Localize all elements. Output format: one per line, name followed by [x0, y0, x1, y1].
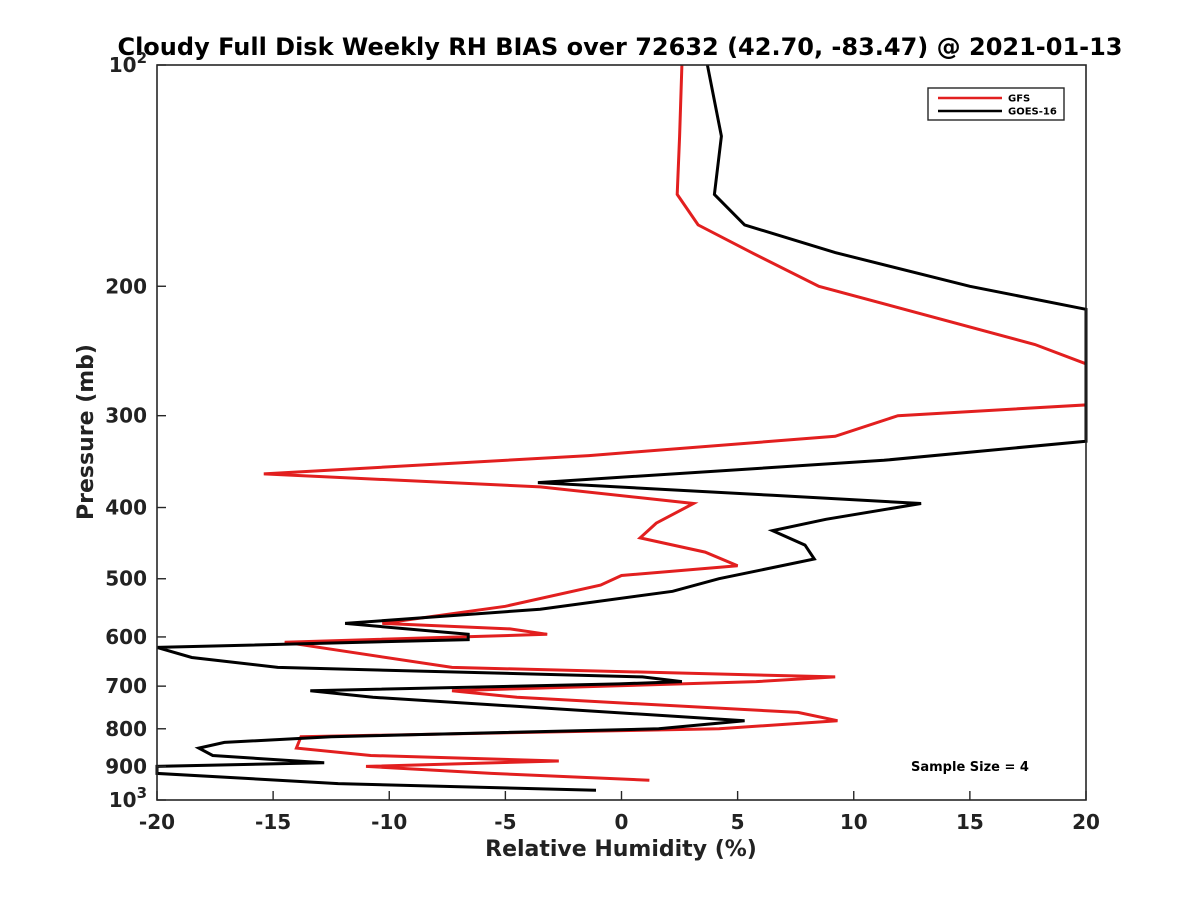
- x-tick-label: 15: [956, 810, 984, 834]
- y-tick-label: 900: [105, 754, 147, 778]
- y-tick-label: 300: [105, 404, 147, 428]
- y-axis-label: Pressure (mb): [74, 344, 99, 520]
- y-tick-label: 700: [105, 674, 147, 698]
- x-axis-ticks: -20 -15 -10 -5 0 5 10 15 20: [139, 791, 1100, 834]
- legend-label-goes16: GOES-16: [1008, 107, 1057, 118]
- x-axis-label: Relative Humidity (%): [485, 837, 757, 862]
- x-tick-label: -15: [255, 810, 291, 834]
- sample-size-annotation: Sample Size = 4: [911, 760, 1029, 775]
- x-tick-label: -20: [139, 810, 175, 834]
- x-tick-label: 10: [840, 810, 868, 834]
- x-tick-label: -5: [494, 810, 516, 834]
- y-tick-label: 600: [105, 625, 147, 649]
- chart-title: Cloudy Full Disk Weekly RH BIAS over 726…: [117, 33, 1122, 61]
- y-tick-label: 102: [109, 49, 147, 77]
- x-tick-label: 5: [731, 810, 745, 834]
- y-axis-ticks: 102 200 300 400 500 600 700 800 900 103: [105, 49, 166, 812]
- y-tick-label: 200: [105, 274, 147, 298]
- legend-label-gfs: GFS: [1008, 94, 1030, 105]
- legend: GFS GOES-16: [927, 87, 1065, 121]
- y-tick-label: 500: [105, 567, 147, 591]
- x-tick-label: 0: [615, 810, 629, 834]
- y-tick-label: 103: [109, 784, 147, 812]
- x-tick-label: 20: [1072, 810, 1100, 834]
- y-tick-label: 400: [105, 496, 147, 520]
- legend-box: [927, 87, 1065, 121]
- x-tick-label: -10: [371, 810, 407, 834]
- y-tick-label: 800: [105, 717, 147, 741]
